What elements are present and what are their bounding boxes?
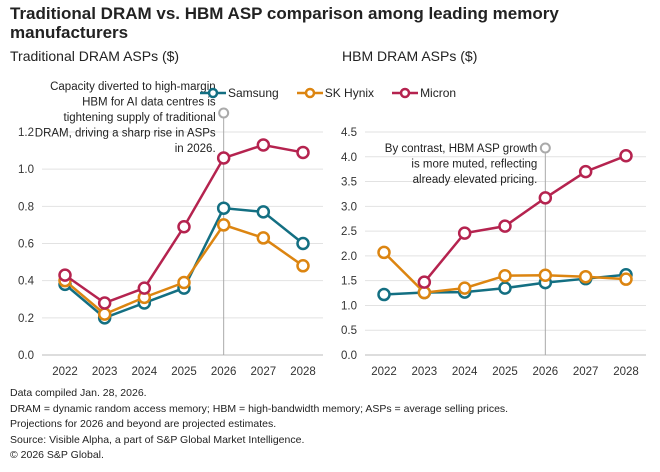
data-point-sk-hynix — [296, 259, 310, 273]
data-point-samsung — [256, 205, 271, 219]
data-point-sk-hynix — [578, 269, 593, 284]
y-tick-label: 4.0 — [341, 152, 357, 164]
data-point-micron — [619, 149, 633, 163]
y-tick-label: 0.6 — [18, 239, 34, 251]
y-tick-label: 2.5 — [341, 226, 357, 238]
annotation-text: By contrast, HBM ASP growth — [385, 143, 538, 155]
data-point-micron — [538, 191, 553, 205]
data-point-micron — [457, 226, 472, 240]
footnote: © 2026 S&P Global. — [10, 449, 104, 461]
legend-label: Samsung — [228, 86, 279, 100]
y-tick-label: 2.0 — [341, 251, 357, 263]
x-tick-label: 2024 — [452, 366, 478, 378]
legend-sk-hynix: SK Hynix — [296, 86, 375, 100]
legend-samsung: Samsung — [200, 86, 279, 100]
data-point-sk-hynix — [457, 281, 472, 295]
x-tick-label: 2027 — [573, 366, 599, 378]
data-point-micron — [498, 219, 512, 233]
legend-label: Micron — [420, 86, 457, 100]
annotation-text: is more muted, reflecting — [411, 159, 537, 171]
footnote: Source: Visible Alpha, a part of S&P Glo… — [10, 433, 305, 446]
data-point-micron — [177, 220, 191, 234]
x-tick-label: 2023 — [412, 366, 438, 378]
x-tick-label: 2027 — [251, 366, 277, 378]
data-point-sk-hynix — [619, 272, 633, 286]
footnote: Projections for 2026 and beyond are proj… — [10, 418, 277, 430]
x-tick-label: 2025 — [492, 366, 518, 378]
x-tick-label: 2025 — [171, 366, 197, 378]
data-point-micron — [97, 296, 112, 310]
footnote: Data compiled Jan. 28, 2026. — [10, 387, 147, 399]
annotation-text: HBM for AI data centres is — [82, 97, 216, 109]
data-point-sk-hynix — [377, 245, 391, 260]
data-point-micron — [296, 145, 310, 160]
y-tick-label: 0.5 — [341, 325, 357, 337]
data-point-micron — [216, 151, 231, 165]
right-chart-title: HBM DRAM ASPs ($) — [342, 48, 478, 64]
data-point-samsung — [498, 281, 512, 295]
y-tick-label: 3.0 — [341, 201, 357, 213]
x-tick-label: 2028 — [613, 366, 639, 378]
y-tick-label: 1.2 — [18, 127, 34, 139]
legend: Samsung SK Hynix Micron — [200, 86, 456, 100]
x-tick-label: 2023 — [92, 366, 118, 378]
y-tick-label: 1.0 — [341, 300, 357, 312]
y-tick-label: 0.2 — [18, 313, 34, 325]
data-point-micron — [417, 275, 432, 289]
data-point-sk-hynix — [216, 218, 231, 232]
sk-hynix-legend-marker-icon — [296, 87, 323, 99]
x-tick-label: 2026 — [211, 366, 237, 378]
annotation-text: already elevated pricing. — [413, 174, 538, 186]
figure-title: Traditional DRAM vs. HBM ASP comparison … — [10, 4, 559, 42]
x-tick-label: 2024 — [132, 366, 158, 378]
x-tick-label: 2026 — [533, 366, 559, 378]
annotation-marker — [539, 142, 551, 154]
x-tick-label: 2028 — [290, 366, 316, 378]
left-chart-title: Traditional DRAM ASPs ($) — [10, 48, 180, 64]
annotation-text: in 2026. — [175, 143, 216, 155]
data-point-samsung — [296, 236, 310, 251]
y-tick-label: 0.0 — [341, 350, 357, 362]
y-tick-label: 1.0 — [18, 164, 34, 176]
data-point-micron — [256, 138, 271, 152]
annotation-text: DRAM, driving a sharp rise in ASPs — [35, 128, 216, 140]
legend-micron: Micron — [392, 86, 456, 100]
footnote: DRAM = dynamic random access memory; HBM… — [10, 402, 509, 415]
legend-label: SK Hynix — [324, 86, 375, 100]
data-point-sk-hynix — [97, 307, 112, 321]
data-point-samsung — [377, 287, 391, 302]
y-tick-label: 0.8 — [18, 201, 34, 213]
data-point-sk-hynix — [498, 268, 512, 283]
y-tick-label: 1.5 — [341, 276, 357, 288]
series-line-micron — [423, 154, 627, 283]
data-point-sk-hynix — [177, 275, 191, 290]
micron-legend-marker-icon — [392, 87, 419, 99]
annotation-text: tightening supply of traditional — [64, 112, 216, 124]
footnotes: Data compiled Jan. 28, 2026. DRAM = dyna… — [10, 386, 508, 464]
samsung-legend-marker-icon — [200, 87, 226, 99]
annotation-marker — [218, 107, 230, 119]
data-point-samsung — [216, 201, 231, 215]
data-point-sk-hynix — [256, 231, 271, 245]
data-point-micron — [58, 268, 72, 282]
x-tick-label: 2022 — [52, 366, 78, 378]
data-point-micron — [578, 164, 593, 179]
data-point-micron — [137, 281, 152, 295]
y-tick-label: 4.5 — [341, 127, 357, 139]
annotation-text: Capacity diverted to high-margin — [50, 81, 216, 93]
y-tick-label: 3.5 — [341, 177, 357, 189]
y-tick-label: 0.0 — [18, 350, 34, 362]
data-point-sk-hynix — [538, 268, 553, 282]
y-tick-label: 0.4 — [18, 276, 35, 288]
x-tick-label: 2022 — [371, 366, 397, 378]
